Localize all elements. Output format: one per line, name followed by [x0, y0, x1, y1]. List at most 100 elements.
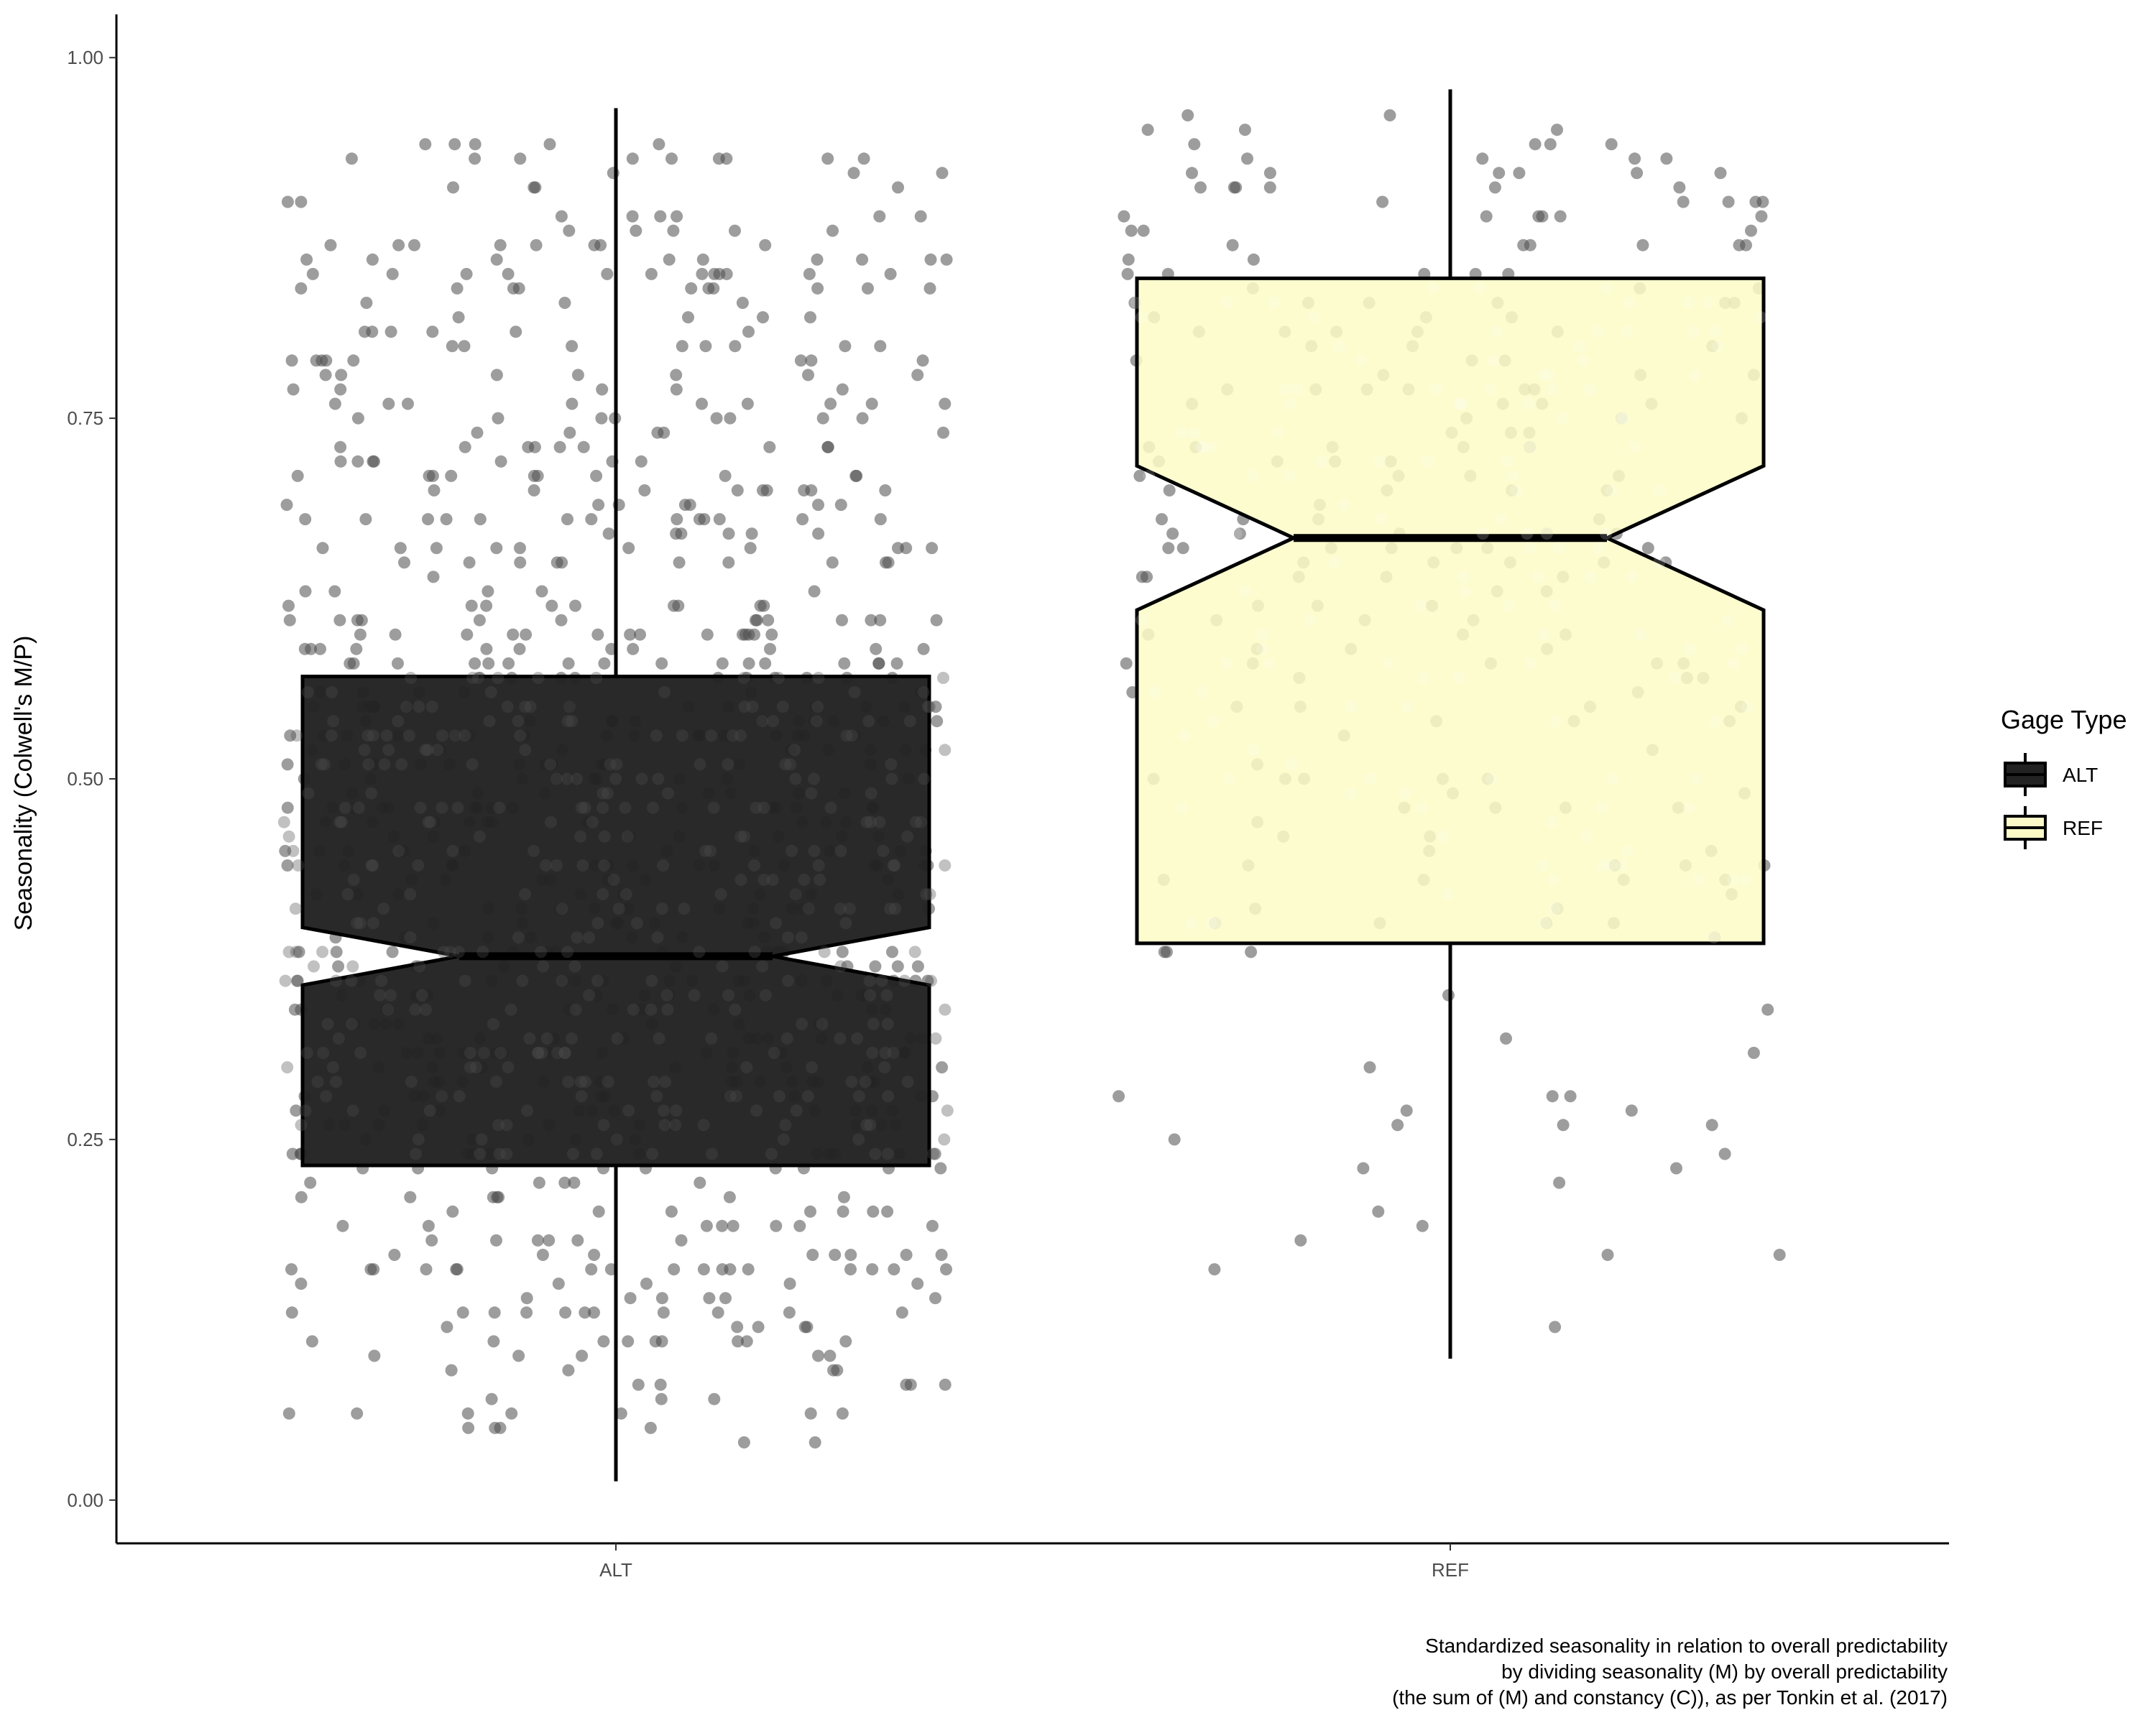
data-point-alt: [568, 960, 581, 973]
data-point-alt: [494, 1046, 507, 1059]
data-point-alt: [740, 1335, 753, 1348]
data-point-alt: [563, 224, 576, 237]
data-point-alt: [624, 628, 637, 641]
data-point-alt: [579, 1306, 591, 1319]
data-point-alt: [668, 1263, 681, 1276]
data-point-alt: [877, 844, 890, 857]
data-point-alt: [757, 801, 770, 814]
data-point-ref: [1549, 715, 1562, 728]
legend-label-ref: REF: [2063, 817, 2103, 839]
data-point-ref: [1304, 614, 1317, 627]
data-point-alt: [577, 440, 590, 453]
data-point-alt: [304, 1176, 317, 1189]
data-point-ref: [1186, 167, 1198, 180]
data-point-alt: [543, 1234, 556, 1247]
data-point-ref: [1621, 844, 1634, 857]
data-point-alt: [879, 484, 892, 496]
data-point-alt: [798, 874, 811, 886]
data-point-alt: [550, 772, 563, 785]
data-point-alt: [895, 1306, 908, 1319]
data-point-alt: [834, 902, 847, 915]
data-point-alt: [788, 744, 801, 757]
data-point-alt: [528, 484, 540, 496]
data-point-alt: [614, 1407, 627, 1420]
data-point-alt: [826, 556, 839, 569]
data-point-alt: [930, 614, 943, 627]
data-point-alt: [284, 729, 297, 742]
data-point-alt: [723, 1191, 736, 1203]
data-point-alt: [808, 1436, 821, 1449]
data-point-alt: [574, 830, 587, 843]
data-point-alt: [655, 657, 668, 670]
data-point-ref: [1631, 167, 1644, 180]
data-point-alt: [512, 282, 525, 295]
data-point-alt: [716, 960, 729, 973]
data-point-alt: [346, 1017, 359, 1030]
data-point-alt: [556, 902, 568, 915]
data-point-alt: [846, 729, 859, 742]
data-point-alt: [779, 758, 792, 771]
data-point-alt: [824, 397, 837, 410]
data-point-ref: [1500, 1032, 1512, 1045]
data-point-alt: [915, 816, 928, 828]
data-point-alt: [422, 1219, 435, 1232]
data-point-alt: [839, 917, 852, 930]
data-point-alt: [722, 758, 734, 771]
data-point-alt: [802, 369, 814, 382]
data-point-alt: [588, 1249, 601, 1261]
data-point-alt: [730, 1090, 742, 1103]
data-point-alt: [925, 974, 937, 987]
data-point-ref: [1548, 902, 1561, 915]
data-point-ref: [1537, 369, 1549, 382]
data-point-alt: [611, 1032, 624, 1045]
data-point-alt: [650, 729, 663, 742]
data-point-alt: [571, 1234, 584, 1247]
data-point-ref: [1247, 744, 1260, 757]
data-point-ref: [1175, 426, 1188, 439]
data-point-ref: [1245, 946, 1258, 958]
data-point-alt: [716, 657, 729, 670]
data-point-alt: [865, 816, 877, 828]
data-point-alt: [818, 946, 831, 958]
y-axis-title: Seasonality (Colwell's M/P): [10, 636, 37, 931]
data-point-ref: [1414, 599, 1427, 612]
data-point-alt: [405, 672, 418, 684]
data-point-alt: [450, 1263, 463, 1276]
data-point-ref: [1161, 946, 1173, 958]
data-point-alt: [462, 1421, 475, 1434]
data-point-alt: [864, 989, 877, 1002]
data-point-alt: [550, 859, 563, 872]
data-point-alt: [829, 1249, 842, 1261]
data-point-alt: [451, 801, 464, 814]
data-point-ref: [1185, 917, 1198, 930]
data-point-alt: [566, 1147, 579, 1160]
data-point-ref: [1701, 297, 1714, 309]
data-point-alt: [575, 1090, 588, 1103]
data-point-alt: [860, 816, 873, 828]
data-point-alt: [711, 1306, 724, 1319]
data-point-alt: [469, 138, 482, 151]
data-point-alt: [900, 542, 913, 555]
data-point-alt: [519, 744, 532, 757]
data-point-ref: [1427, 282, 1439, 295]
data-point-alt: [881, 1205, 894, 1218]
data-point-ref: [1141, 124, 1154, 137]
data-point-ref: [1484, 383, 1497, 396]
data-point-alt: [555, 210, 568, 223]
data-point-alt: [561, 715, 574, 728]
data-point-alt: [282, 946, 295, 958]
data-point-alt: [886, 946, 898, 958]
data-point-alt: [571, 931, 584, 944]
data-point-ref: [1345, 701, 1358, 713]
data-point-alt: [367, 917, 379, 930]
data-point-alt: [808, 585, 821, 598]
data-point-alt: [474, 513, 487, 526]
data-point-alt: [903, 715, 916, 728]
data-point-alt: [667, 224, 680, 237]
data-point-alt: [350, 642, 363, 655]
data-point-alt: [595, 412, 608, 425]
data-point-alt: [316, 542, 329, 555]
data-point-alt: [658, 1104, 670, 1117]
data-point-ref: [1188, 426, 1200, 439]
data-point-ref: [1718, 1147, 1731, 1160]
